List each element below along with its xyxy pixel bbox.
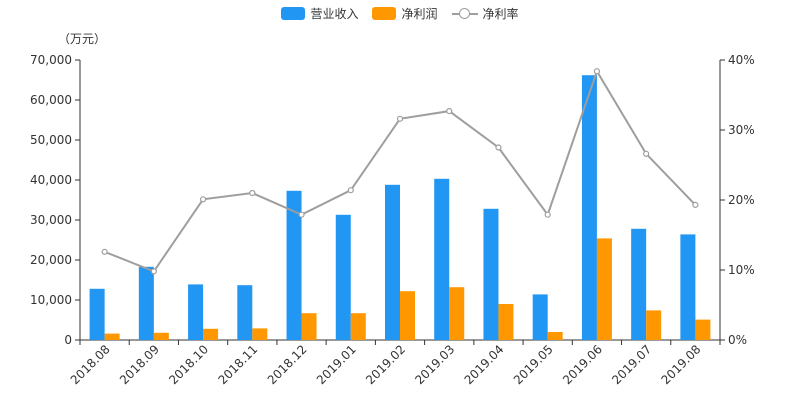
- x-tick-label: 2019.08: [659, 342, 704, 387]
- legend-item-revenue[interactable]: 营业收入: [281, 5, 358, 22]
- legend-label-revenue: 营业收入: [310, 6, 359, 21]
- x-tick-label: 2018.08: [68, 342, 113, 387]
- point-net-margin: [150, 268, 157, 275]
- y-left-tick-label: 20,000: [30, 253, 72, 267]
- chart-legend: 营业收入 净利润 净利率: [0, 4, 800, 22]
- bar-profit: [400, 291, 415, 340]
- bar-revenue: [581, 75, 597, 340]
- x-tick-label: 2019.04: [462, 342, 507, 387]
- legend-swatch-profit: [372, 6, 397, 20]
- bar-profit: [350, 313, 366, 340]
- point-net-margin: [298, 211, 305, 218]
- point-net-margin: [544, 211, 551, 218]
- x-tick-label: 2019.02: [363, 342, 408, 387]
- bar-profit: [104, 333, 120, 340]
- x-tick-label: 2018.09: [117, 342, 162, 387]
- x-tick-label: 2019.05: [511, 342, 556, 387]
- x-tick-label: 2019.01: [314, 342, 359, 387]
- x-tick-label: 2018.10: [166, 342, 211, 387]
- y-right-tick-label: 30%: [728, 123, 755, 137]
- bar-profit: [498, 304, 514, 340]
- bar-revenue: [434, 178, 450, 340]
- legend-label-profit: 净利润: [401, 6, 438, 21]
- bar-revenue: [483, 208, 499, 340]
- bar-profit: [596, 238, 612, 340]
- bar-revenue: [532, 294, 548, 340]
- point-net-margin: [199, 196, 207, 203]
- point-net-margin: [495, 144, 502, 151]
- bar-revenue: [237, 285, 253, 340]
- y-left-tick-label: 60,000: [30, 93, 72, 107]
- y-right-tick-label: 0%: [728, 333, 747, 347]
- point-net-margin: [593, 68, 601, 75]
- legend-label-margin: 净利率: [482, 6, 519, 21]
- point-net-margin: [101, 248, 108, 255]
- legend-swatch-margin: [451, 7, 478, 20]
- x-tick-label: 2019.06: [560, 342, 605, 387]
- point-net-margin: [446, 107, 453, 115]
- point-net-margin: [249, 189, 256, 197]
- legend-swatch-revenue: [281, 6, 306, 20]
- bar-profit: [252, 328, 268, 340]
- bar-revenue: [680, 234, 696, 340]
- y-right-tick-label: 20%: [728, 193, 755, 207]
- y-right-tick-label: 10%: [728, 263, 755, 277]
- bar-revenue: [631, 228, 647, 340]
- y-axis-unit-label: （万元）: [58, 32, 107, 46]
- bar-profit: [203, 328, 219, 340]
- y-left-tick-label: 0: [64, 333, 72, 347]
- y-left-tick-label: 40,000: [30, 173, 72, 187]
- legend-item-margin[interactable]: 净利率: [451, 5, 519, 22]
- legend-item-profit[interactable]: 净利润: [372, 5, 438, 22]
- bar-revenue: [138, 266, 154, 340]
- x-tick-label: 2019.03: [412, 342, 457, 387]
- bar-revenue: [286, 190, 302, 340]
- y-right-tick-label: 40%: [728, 53, 755, 67]
- y-left-tick-label: 10,000: [30, 293, 72, 307]
- bar-profit: [695, 319, 711, 340]
- bar-revenue: [335, 214, 351, 340]
- point-net-margin: [692, 201, 699, 208]
- bar-profit: [547, 332, 563, 340]
- bar-revenue: [188, 284, 204, 340]
- point-net-margin: [643, 150, 650, 157]
- bar-profit: [646, 310, 662, 340]
- bar-profit: [153, 332, 169, 340]
- x-tick-label: 2018.12: [265, 342, 310, 387]
- y-left-tick-label: 30,000: [30, 213, 72, 227]
- y-left-tick-label: 50,000: [30, 133, 72, 147]
- point-net-margin: [347, 187, 354, 194]
- bar-revenue: [385, 184, 400, 340]
- y-left-tick-label: 70,000: [30, 53, 72, 67]
- x-tick-label: 2018.11: [215, 342, 260, 387]
- point-net-margin: [396, 115, 404, 122]
- bar-profit: [449, 287, 465, 340]
- bar-revenue: [89, 288, 105, 340]
- bar-profit: [301, 313, 317, 340]
- x-tick-label: 2019.07: [609, 342, 654, 387]
